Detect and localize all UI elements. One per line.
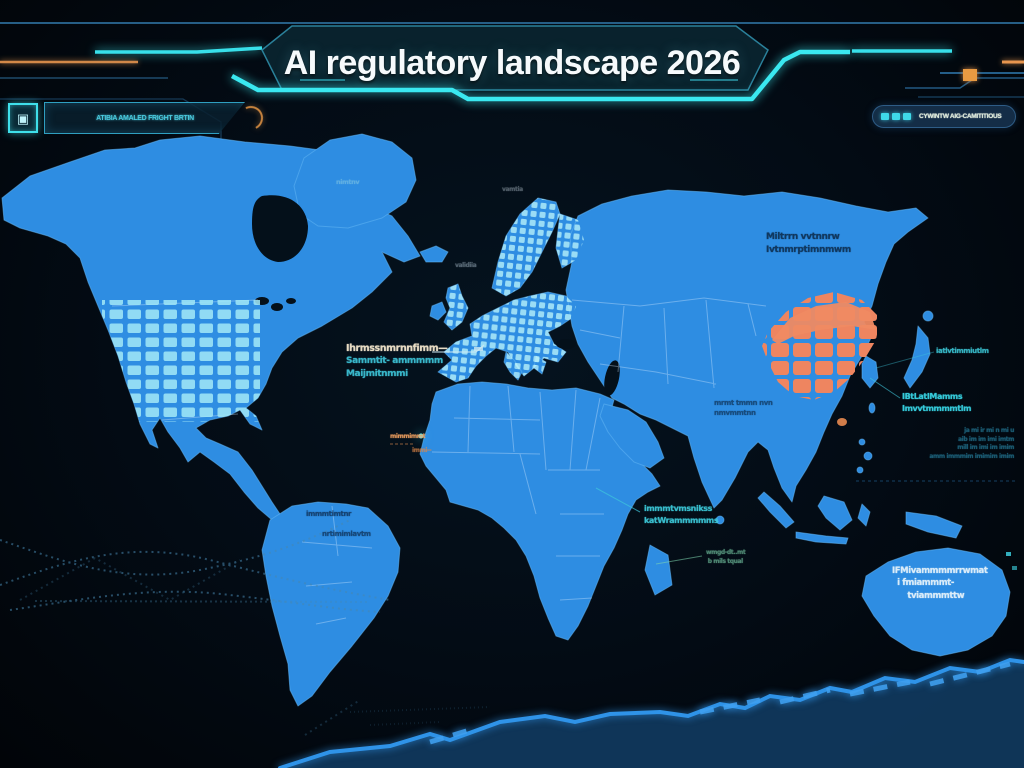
badge-left-label: ATIBIA AMALED FRIGHT BRTIN bbox=[96, 114, 194, 122]
region-sulawesi bbox=[857, 503, 871, 527]
region-hokkaido bbox=[922, 310, 934, 322]
region-australia bbox=[861, 547, 1011, 657]
region-arabia bbox=[599, 403, 665, 469]
top-hud-frame bbox=[0, 22, 1024, 158]
region-taiwan bbox=[868, 402, 876, 414]
badge-right-label: CYWINTW AIG-CAMITITIOUS bbox=[919, 113, 1002, 120]
region-south-america bbox=[261, 501, 401, 707]
top-right-status-badge[interactable]: CYWINTW AIG-CAMITITIOUS bbox=[872, 105, 1016, 128]
region-greenland bbox=[293, 133, 417, 229]
page-title: AI regulatory landscape 2026 bbox=[283, 44, 741, 82]
region-java bbox=[795, 531, 849, 545]
data-wave-decoration bbox=[0, 519, 491, 736]
region-philippines bbox=[863, 451, 873, 461]
region-ireland bbox=[429, 301, 447, 321]
region-sri-lanka bbox=[715, 515, 725, 525]
status-square-icon bbox=[892, 113, 900, 120]
status-square-icon bbox=[903, 113, 911, 120]
region-africa bbox=[419, 381, 661, 641]
region-borneo bbox=[817, 495, 853, 531]
region-new-guinea bbox=[905, 511, 963, 539]
korea-orange-marker bbox=[837, 418, 847, 426]
callout-leader-lines bbox=[390, 344, 1017, 570]
top-left-status-badge[interactable]: ▣ ATIBIA AMALED FRIGHT BRTIN bbox=[8, 102, 267, 134]
china-highlight-north bbox=[772, 302, 876, 344]
region-iceland bbox=[419, 245, 449, 263]
inland-water bbox=[252, 195, 620, 396]
data-chip-icon: ▣ bbox=[8, 103, 38, 133]
region-korea bbox=[861, 355, 879, 389]
region-japan bbox=[903, 325, 931, 389]
region-philippines bbox=[858, 438, 866, 446]
region-philippines bbox=[856, 466, 864, 474]
badge-label-plate: ATIBIA AMALED FRIGHT BRTIN bbox=[44, 102, 245, 134]
region-sumatra bbox=[757, 491, 795, 529]
region-madagascar bbox=[644, 544, 673, 596]
region-asia bbox=[565, 189, 929, 509]
status-square-icon bbox=[881, 113, 889, 120]
us-regulation-grid bbox=[102, 300, 260, 422]
bottom-terrain bbox=[278, 657, 1024, 768]
